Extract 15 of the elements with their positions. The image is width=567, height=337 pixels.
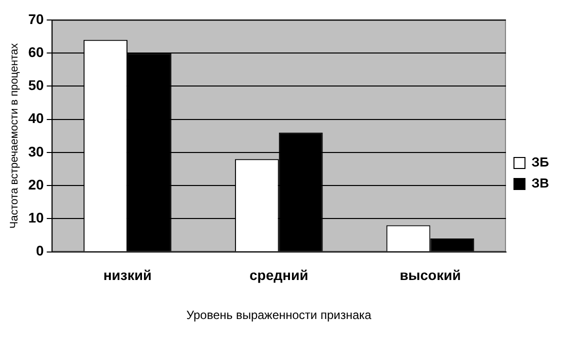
y-tick-label: 50 [28, 77, 44, 94]
y-tick-label: 60 [28, 44, 44, 60]
y-axis-title: Частота встречаемости в процентах [8, 42, 21, 229]
y-tick-label: 40 [28, 110, 44, 126]
x-tick-label: высокий [400, 267, 461, 284]
legend-label: ЗБ [531, 154, 549, 170]
legend-label: ЗВ [531, 176, 550, 191]
x-axis-title: Уровень выраженности признака [186, 308, 372, 322]
y-tick-label: 70 [28, 10, 44, 27]
y-tick-label: 0 [36, 242, 44, 259]
y-tick-label: 20 [28, 176, 44, 192]
x-tick-label: средний [250, 267, 308, 284]
y-tick-label: 30 [28, 143, 44, 160]
x-tick-label: низкий [103, 267, 152, 284]
y-tick-label: 10 [28, 210, 44, 226]
